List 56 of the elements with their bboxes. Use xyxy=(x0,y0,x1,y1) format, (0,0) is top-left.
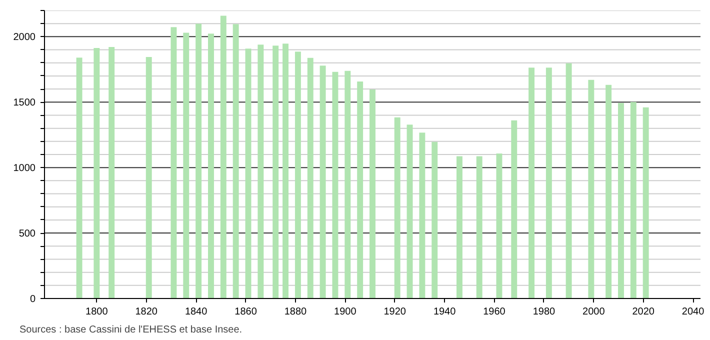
bar xyxy=(196,24,202,298)
bar xyxy=(332,72,338,298)
bar xyxy=(245,48,252,298)
x-tick-label: 1800 xyxy=(86,306,108,318)
x-tick-label: 1880 xyxy=(284,306,308,318)
bar xyxy=(232,24,239,298)
x-tick-label: 2040 xyxy=(682,306,705,318)
x-tick-label: 1980 xyxy=(532,306,556,318)
bar xyxy=(220,16,226,298)
x-tick-label: 1840 xyxy=(184,306,208,318)
y-tick-label: 2000 xyxy=(13,32,36,44)
bar xyxy=(258,44,264,298)
bar xyxy=(642,107,649,298)
x-tick-label: 1960 xyxy=(483,306,506,318)
bar xyxy=(146,56,152,298)
bar xyxy=(272,46,279,298)
bar xyxy=(419,132,426,298)
x-tick-label: 1900 xyxy=(334,306,357,318)
bar xyxy=(208,34,214,298)
source-note: Sources : base Cassini de l'EHESS et base Insee. xyxy=(20,324,242,336)
x-tick-label: 1920 xyxy=(384,306,406,318)
bar xyxy=(357,81,364,298)
bar xyxy=(282,44,289,298)
bar xyxy=(588,80,594,298)
bar xyxy=(94,48,100,298)
bar xyxy=(183,32,190,298)
bar xyxy=(170,27,177,298)
bar xyxy=(528,68,535,298)
y-tick-label: 0 xyxy=(30,294,36,305)
x-tick-label: 1940 xyxy=(433,306,456,318)
x-tick-label: 2020 xyxy=(632,306,655,318)
bar xyxy=(496,153,502,298)
y-tick-label: 1000 xyxy=(13,163,36,174)
bar xyxy=(606,84,612,298)
bar xyxy=(546,68,552,298)
bar xyxy=(566,63,572,298)
x-tick-label: 2000 xyxy=(582,306,606,318)
y-tick-label: 1500 xyxy=(13,98,36,109)
bar xyxy=(406,124,413,298)
bar xyxy=(370,89,376,298)
bar xyxy=(394,117,400,298)
bar xyxy=(294,52,301,298)
bar xyxy=(320,66,326,298)
bar xyxy=(476,156,482,298)
bar xyxy=(108,47,115,298)
bar xyxy=(456,156,462,298)
x-tick-label: 1820 xyxy=(135,306,158,318)
bar xyxy=(630,102,636,298)
bar xyxy=(344,70,351,298)
bar xyxy=(76,58,82,298)
y-tick-label: 500 xyxy=(18,228,36,240)
x-tick-label: 1860 xyxy=(234,306,258,318)
bar xyxy=(307,58,314,298)
bar xyxy=(618,103,624,298)
bar xyxy=(511,120,518,298)
bar xyxy=(432,142,438,298)
